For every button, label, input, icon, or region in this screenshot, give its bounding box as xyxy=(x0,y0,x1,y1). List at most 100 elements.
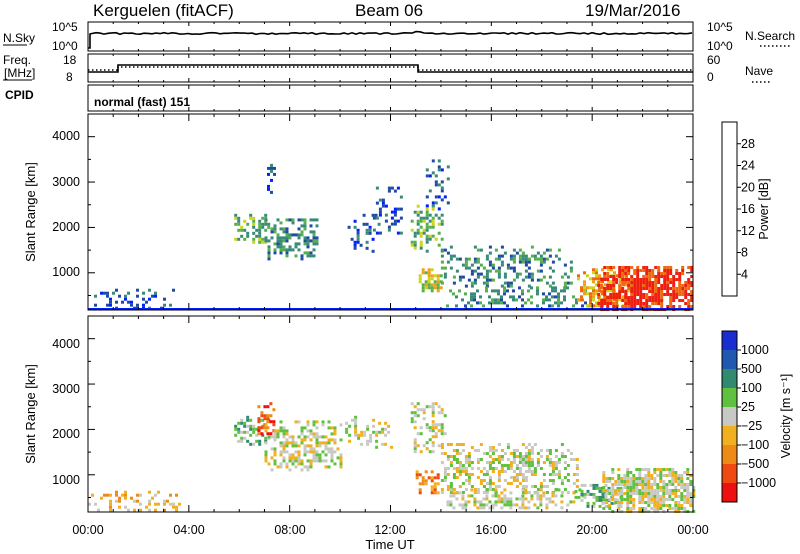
velocity-cell-7 xyxy=(563,488,567,491)
velocity-cell-7 xyxy=(443,470,447,473)
velocity-cell-1 xyxy=(237,427,241,431)
velocity-cell-7 xyxy=(467,461,471,464)
velocity-cell-4 xyxy=(372,418,376,422)
velocity-cell-7 xyxy=(551,473,555,476)
velocity-cell-7 xyxy=(494,449,498,452)
power-cell-12 xyxy=(669,293,673,296)
power-cell-12 xyxy=(687,299,691,302)
velocity-cell-8 xyxy=(455,497,459,501)
velocity-cell-7 xyxy=(545,449,549,452)
velocity-cell-3 xyxy=(339,453,343,457)
velocity-cell-10 xyxy=(647,480,651,483)
power-cell-3 xyxy=(267,172,270,176)
power-cell-1 xyxy=(261,222,265,226)
velocity-cell-2 xyxy=(266,417,270,421)
power-cell-6 xyxy=(410,240,414,244)
power-cell-12 xyxy=(687,266,691,269)
power-cell-11 xyxy=(619,277,622,281)
velocity-cell-10 xyxy=(665,492,669,495)
velocity-cell-0 xyxy=(124,493,127,497)
velocity-cell-7 xyxy=(524,461,528,464)
velocity-cell-10 xyxy=(638,480,642,483)
velocity-cell-4 xyxy=(363,433,367,437)
velocity-cell-0 xyxy=(139,493,142,497)
velocity-cell-10 xyxy=(638,498,642,501)
velocity-cell-3 xyxy=(330,426,334,430)
power-cell-12 xyxy=(681,272,685,275)
velocity-cell-7 xyxy=(542,461,546,464)
velocity-cell-3 xyxy=(273,450,277,454)
power-cell-7 xyxy=(421,283,425,287)
velocity-cell-3 xyxy=(291,462,295,466)
nave-tick-top: 60 xyxy=(707,53,721,67)
velocity-cell-3 xyxy=(279,420,283,424)
power-cell-8 xyxy=(434,174,438,178)
velocity-cell-9 xyxy=(586,501,590,505)
velocity-cell-3 xyxy=(327,447,331,451)
power-cell-9 xyxy=(569,260,573,264)
power-cell-11 xyxy=(583,283,586,287)
velocity-cell-10 xyxy=(629,486,633,489)
velocity-cell-2 xyxy=(257,420,261,424)
power-cell-12 xyxy=(606,278,610,281)
velocity-cell-7 xyxy=(545,491,549,494)
velocity-cell-7 xyxy=(515,467,519,470)
power-cell-12 xyxy=(681,266,685,269)
velocity-heatmap xyxy=(88,402,696,513)
power-cell-1 xyxy=(255,228,259,232)
power-cell-12 xyxy=(612,302,616,305)
power-cell-12 xyxy=(657,278,661,281)
velocity-cell-7 xyxy=(554,464,558,467)
power-cell-4 xyxy=(371,237,375,241)
velocity-cell-9 xyxy=(592,492,596,496)
velocity-y-ticks: 1000 2000 3000 4000 xyxy=(52,337,80,487)
velocity-cell-8 xyxy=(551,494,555,498)
power-cell-5 xyxy=(396,219,400,223)
power-cell-7 xyxy=(430,286,434,290)
power-cell-2 xyxy=(291,248,295,252)
velocity-cell-9 xyxy=(598,489,602,493)
power-cell-12 xyxy=(672,284,676,287)
velocity-cell-10 xyxy=(683,501,687,504)
velocity-colorbar-tick: 1000 xyxy=(741,343,769,357)
power-cell-2 xyxy=(279,227,283,231)
power-cell-12 xyxy=(663,281,667,284)
power-cell-9 xyxy=(452,275,456,279)
power-cell-12 xyxy=(681,299,685,302)
power-cell-2 xyxy=(279,245,283,249)
xtick-0: 00:00 xyxy=(72,523,103,537)
velocity-cell-5 xyxy=(416,432,420,436)
velocity-cell-7 xyxy=(530,464,534,467)
power-cell-12 xyxy=(633,302,637,305)
power-cell-9 xyxy=(551,269,555,273)
power-cell-12 xyxy=(603,299,607,302)
power-cell-12 xyxy=(654,290,658,293)
velocity-cell-3 xyxy=(282,444,286,448)
velocity-cell-3 xyxy=(294,456,298,460)
power-cell-12 xyxy=(654,278,658,281)
power-cell-2 xyxy=(279,236,283,240)
velocity-cell-10 xyxy=(635,483,639,486)
power-cell-1 xyxy=(234,237,238,241)
velocity-cell-10 xyxy=(626,501,630,504)
power-cell-2 xyxy=(294,254,298,258)
velocity-cell-3 xyxy=(333,441,337,445)
power-cell-12 xyxy=(621,269,625,272)
power-cell-10 xyxy=(479,295,482,299)
power-cell-1 xyxy=(237,222,241,226)
power-cell-9 xyxy=(467,266,471,270)
velocity-cell-8 xyxy=(494,488,498,492)
velocity-cell-7 xyxy=(527,458,531,461)
velocity-cell-7 xyxy=(461,470,465,473)
velocity-cell-8 xyxy=(521,500,525,504)
power-cell-12 xyxy=(606,275,610,278)
velocity-cell-8 xyxy=(494,500,498,504)
velocity-cell-0 xyxy=(166,499,169,503)
velocity-cell-0 xyxy=(118,499,121,503)
velocity-cell-10 xyxy=(629,477,633,480)
velocity-cell-10 xyxy=(671,489,675,492)
power-cell-9 xyxy=(518,248,522,252)
velocity-cell-8 xyxy=(521,494,525,498)
velocity-cell-7 xyxy=(482,452,486,455)
power-cell-9 xyxy=(473,260,477,264)
